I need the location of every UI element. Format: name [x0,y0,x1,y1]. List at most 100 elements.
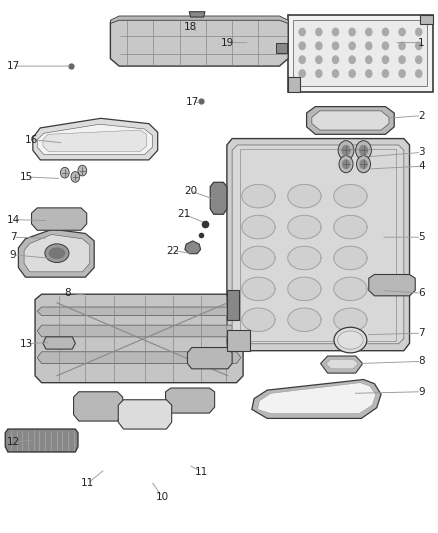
Polygon shape [288,246,321,270]
Polygon shape [118,400,172,429]
Circle shape [416,56,422,63]
Circle shape [342,146,350,155]
Circle shape [366,42,372,50]
Text: 3: 3 [418,148,425,157]
Circle shape [60,167,69,178]
Polygon shape [227,290,239,320]
Circle shape [416,42,422,50]
Polygon shape [288,215,321,239]
Polygon shape [35,294,243,383]
Text: 19: 19 [221,38,234,47]
Circle shape [360,146,367,155]
Text: 10: 10 [155,492,169,502]
Circle shape [316,56,322,63]
Text: 7: 7 [418,328,425,338]
Ellipse shape [334,327,367,353]
Polygon shape [242,277,275,301]
Text: 8: 8 [418,357,425,366]
Ellipse shape [45,244,69,263]
Text: 17: 17 [186,98,199,107]
Polygon shape [37,325,241,337]
Text: 17: 17 [7,61,20,71]
Ellipse shape [338,331,363,349]
Polygon shape [334,184,367,208]
Text: 9: 9 [10,250,17,260]
Text: 18: 18 [184,22,197,31]
Polygon shape [420,15,433,24]
Text: 12: 12 [7,438,20,447]
Text: 4: 4 [418,161,425,171]
Polygon shape [24,235,90,272]
Text: 11: 11 [81,479,94,488]
Circle shape [299,70,305,77]
Polygon shape [37,124,152,155]
Circle shape [360,160,367,168]
Polygon shape [187,348,232,369]
Circle shape [332,42,339,50]
Polygon shape [5,429,78,452]
Polygon shape [252,379,381,418]
Polygon shape [232,145,404,344]
Polygon shape [185,241,201,254]
Circle shape [349,28,355,36]
Circle shape [356,141,371,160]
Polygon shape [189,12,205,17]
Polygon shape [210,182,227,214]
Polygon shape [242,215,275,239]
Polygon shape [242,184,275,208]
Circle shape [399,28,405,36]
Text: 8: 8 [64,288,71,298]
Polygon shape [33,118,158,160]
Polygon shape [369,274,415,296]
Polygon shape [334,215,367,239]
Text: 5: 5 [418,232,425,242]
Circle shape [316,42,322,50]
Circle shape [316,28,322,36]
Circle shape [366,28,372,36]
Text: 13: 13 [20,339,33,349]
Polygon shape [43,130,147,151]
Polygon shape [166,388,215,413]
Polygon shape [312,111,389,130]
Circle shape [399,56,405,63]
Circle shape [349,42,355,50]
Text: 16: 16 [25,135,38,144]
Text: 22: 22 [166,246,180,255]
Polygon shape [110,17,288,66]
Polygon shape [276,43,287,53]
Polygon shape [288,277,321,301]
Circle shape [349,56,355,63]
Polygon shape [227,330,250,351]
Circle shape [316,70,322,77]
Circle shape [382,42,389,50]
Polygon shape [32,208,87,230]
Polygon shape [288,184,321,208]
Circle shape [299,42,305,50]
Polygon shape [74,392,123,421]
Circle shape [349,70,355,77]
Circle shape [78,165,87,176]
Circle shape [338,141,354,160]
Circle shape [399,70,405,77]
Circle shape [366,56,372,63]
Text: 1: 1 [418,38,425,47]
Polygon shape [18,229,94,277]
Polygon shape [321,356,363,373]
Circle shape [343,160,350,168]
Polygon shape [307,107,394,134]
Circle shape [382,56,389,63]
Polygon shape [258,383,376,414]
Circle shape [339,156,353,173]
Polygon shape [242,308,275,332]
Text: 6: 6 [418,288,425,298]
Polygon shape [242,246,275,270]
Circle shape [332,28,339,36]
Polygon shape [37,352,241,364]
Polygon shape [43,337,75,349]
Circle shape [382,70,389,77]
Polygon shape [288,308,321,332]
Polygon shape [334,277,367,301]
Polygon shape [110,16,288,23]
Text: 9: 9 [418,387,425,397]
Circle shape [366,70,372,77]
